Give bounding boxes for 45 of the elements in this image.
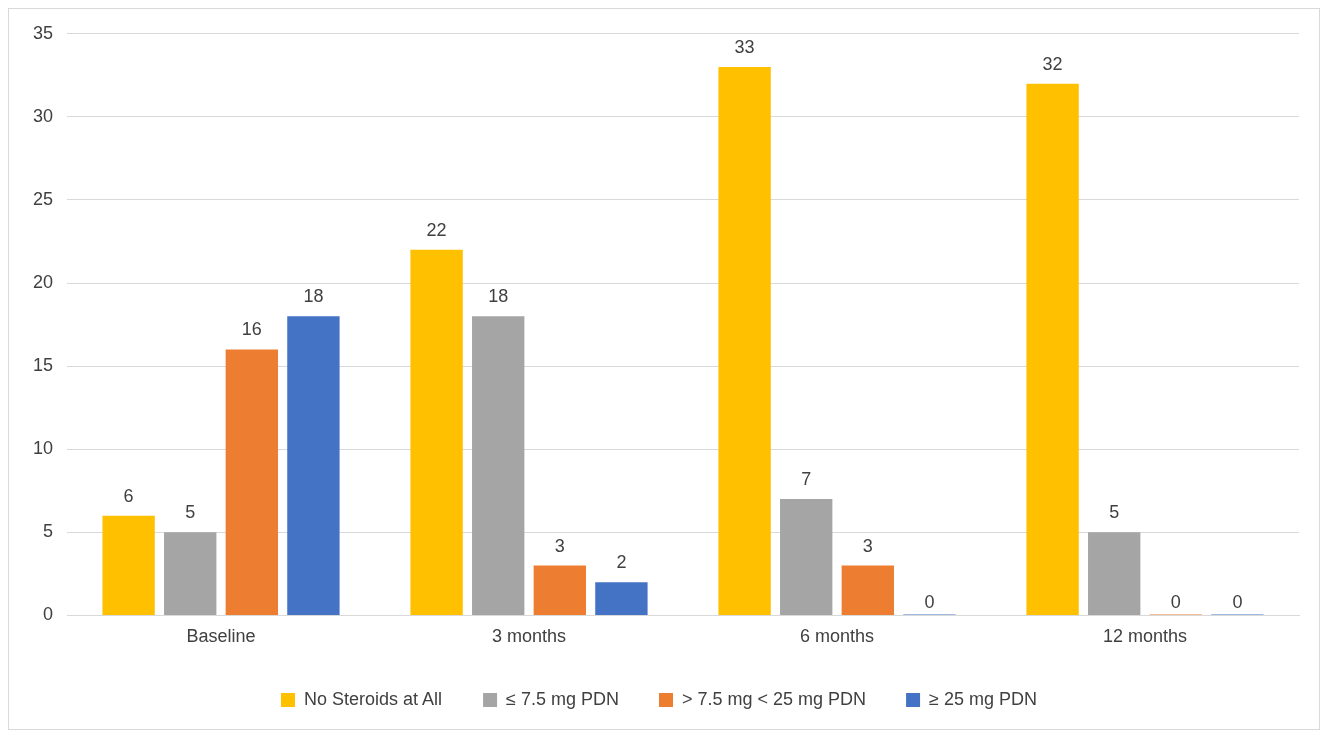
x-tick-label: Baseline: [186, 626, 256, 647]
bar: [410, 249, 463, 615]
y-tick-label: 0: [43, 604, 54, 625]
data-label: 33: [734, 37, 755, 57]
bar: [225, 349, 278, 615]
data-label: 16: [241, 319, 262, 340]
data-label: 6: [123, 485, 134, 506]
data-label: 7: [801, 469, 812, 490]
data-label: 3: [862, 535, 873, 556]
bar: [841, 565, 894, 615]
data-label: 3: [554, 535, 565, 556]
data-label: 2: [616, 552, 627, 573]
x-tick-label: 3 months: [491, 626, 567, 647]
data-label: 0: [1232, 592, 1243, 613]
bar: [1026, 83, 1079, 615]
data-label: 5: [1109, 502, 1120, 523]
y-tick-label: 15: [32, 355, 54, 376]
data-label: 5: [185, 502, 196, 523]
data-label: 18: [303, 286, 324, 307]
x-tick-label: 6 months: [799, 626, 875, 647]
y-tick-label: 30: [32, 105, 54, 126]
bar: [1088, 532, 1141, 615]
y-tick-label: 20: [32, 272, 54, 293]
y-tick-label: 10: [32, 438, 54, 459]
bar: [102, 515, 155, 615]
bar: [533, 565, 586, 615]
bar: [718, 67, 771, 615]
data-label: 0: [924, 592, 935, 613]
x-tick-label: 12 months: [1102, 626, 1188, 647]
data-label: 22: [426, 219, 447, 240]
bar: [287, 316, 340, 615]
data-label: 18: [488, 286, 509, 307]
y-tick-label: 5: [43, 521, 54, 542]
y-tick-label: 35: [32, 22, 54, 43]
bar: [595, 582, 648, 615]
legend-label: ≤ 7.5 mg PDN: [506, 688, 619, 709]
data-label: 32: [1042, 53, 1063, 74]
legend-label: ≥ 25 mg PDN: [929, 688, 1037, 709]
legend-label: No Steroids at All: [304, 688, 443, 709]
bar: [472, 316, 525, 615]
y-tick-label: 25: [32, 188, 54, 209]
data-label: 0: [1170, 592, 1181, 613]
legend-label: > 7.5 mg < 25 mg PDN: [681, 688, 867, 709]
bar: [164, 532, 217, 615]
bar: [780, 499, 833, 615]
